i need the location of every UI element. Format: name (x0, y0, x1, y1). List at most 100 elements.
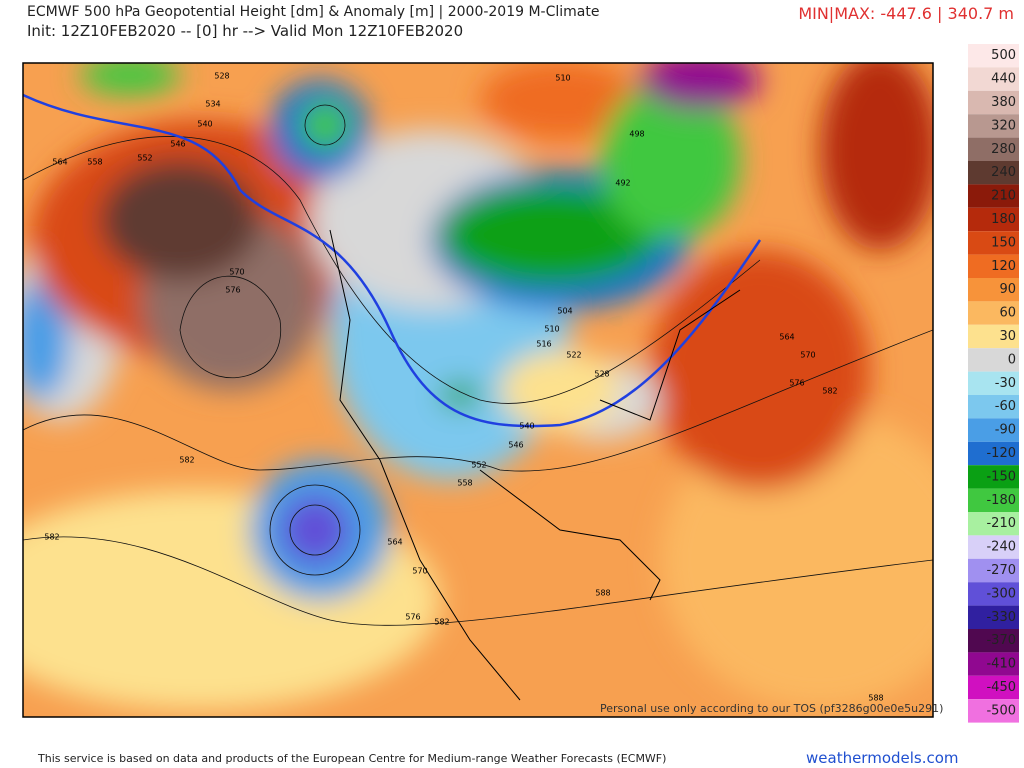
contour-label: 510 (555, 74, 570, 83)
contour-label: 540 (519, 422, 534, 431)
contour-label: 582 (179, 456, 194, 465)
colorbar-swatch (968, 395, 1019, 419)
colorbar-swatch (968, 629, 1019, 653)
colorbar-label: -120 (986, 446, 1016, 461)
contour-label: 546 (508, 441, 523, 450)
contour-label: 570 (229, 268, 244, 277)
contour-label: 570 (412, 567, 427, 576)
contour-label: 552 (137, 154, 152, 163)
colorbar-label: -240 (986, 540, 1016, 555)
colorbar-swatch (968, 161, 1019, 185)
brand: weathermodels.com (806, 749, 959, 767)
colorbar-swatch (968, 114, 1019, 138)
colorbar-swatch (968, 535, 1019, 559)
colorbar-swatch (968, 675, 1019, 700)
colorbar-label: 180 (991, 212, 1016, 227)
colorbar-label: -410 (986, 657, 1016, 672)
map-title: ECMWF 500 hPa Geopotential Height [dm] &… (27, 4, 600, 20)
colorbar-swatch (968, 652, 1019, 676)
contour-label: 516 (536, 340, 551, 349)
colorbar-swatch (968, 278, 1019, 302)
colorbar-swatch (968, 441, 1019, 466)
colorbar-swatch (968, 44, 1019, 68)
contour-label: 522 (566, 351, 581, 360)
colorbar-label: -450 (986, 680, 1016, 695)
colorbar-label: 440 (991, 72, 1016, 87)
colorbar-label: 240 (991, 165, 1016, 180)
colorbar-swatch (968, 137, 1019, 161)
disclaimer: This service is based on data and produc… (38, 752, 667, 765)
contour-label: 576 (225, 286, 240, 295)
contour-label: 564 (387, 538, 402, 547)
colorbar-label: -30 (995, 376, 1016, 391)
contour-label: 498 (629, 130, 644, 139)
colorbar-swatch (968, 90, 1019, 115)
colorbar-label: 120 (991, 259, 1016, 274)
contour-label: 534 (205, 100, 220, 109)
colorbar-label: -300 (986, 586, 1016, 601)
min-max: MIN|MAX: -447.6 | 340.7 m (798, 4, 1014, 23)
contour-label: 528 (214, 72, 229, 81)
contour-label: 582 (434, 618, 449, 627)
contour-label: 582 (822, 387, 837, 396)
contour-label: 570 (800, 351, 815, 360)
colorbar-label: 60 (999, 306, 1016, 321)
colorbar-swatch (968, 231, 1019, 255)
colorbar-swatch (968, 488, 1019, 512)
contour-label: 564 (779, 333, 794, 342)
contour-label: 582 (44, 533, 59, 542)
colorbar-swatch (968, 558, 1019, 583)
colorbar-label: -270 (986, 563, 1016, 578)
contour-label: 540 (197, 120, 212, 129)
contour-label: 588 (595, 589, 610, 598)
colorbar-label: -60 (995, 399, 1016, 414)
colorbar-swatch (968, 184, 1019, 208)
colorbar-swatch (968, 301, 1019, 325)
colorbar-swatch (968, 371, 1019, 395)
colorbar-label: 280 (991, 142, 1016, 157)
colorbar-label: -150 (986, 469, 1016, 484)
colorbar-label: -500 (986, 703, 1016, 718)
colorbar-swatch (968, 348, 1019, 372)
colorbar-swatch (968, 582, 1019, 606)
colorbar-swatch (968, 207, 1019, 232)
colorbar-label: -330 (986, 610, 1016, 625)
colorbar-swatch (968, 605, 1019, 629)
contour-label: 510 (544, 325, 559, 334)
colorbar-label: 380 (991, 95, 1016, 110)
watermark: Personal use only according to our TOS (… (600, 702, 944, 715)
colorbar-label: -370 (986, 633, 1016, 648)
contour-label: 528 (594, 370, 609, 379)
colorbar-label: 320 (991, 118, 1016, 133)
contour-label: 558 (457, 479, 472, 488)
colorbar-swatch (968, 512, 1019, 536)
colorbar-label: 0 (1008, 352, 1016, 367)
colorbar-label: -90 (995, 423, 1016, 438)
colorbar-label: 30 (999, 329, 1016, 344)
init-time: Init: 12Z10FEB2020 -- [0] hr --> Valid M… (27, 22, 464, 40)
contour-label: 552 (471, 461, 486, 470)
anomaly-field (23, 63, 933, 717)
colorbar-swatch (968, 254, 1019, 278)
contour-label: 564 (52, 158, 67, 167)
contour-label: 558 (87, 158, 102, 167)
colorbar-label: 150 (991, 235, 1016, 250)
contour-label: 492 (615, 179, 630, 188)
contour-label: 576 (789, 379, 804, 388)
contour-label: 576 (405, 613, 420, 622)
contour-label: 588 (868, 694, 883, 703)
colorbar-swatch (968, 699, 1019, 723)
colorbar-label: 90 (999, 282, 1016, 297)
colorbar-label: -210 (986, 516, 1016, 531)
colorbar-label: -180 (986, 493, 1016, 508)
colorbar-swatch (968, 465, 1019, 489)
colorbar-swatch (968, 418, 1019, 442)
colorbar-label: 500 (991, 48, 1016, 63)
contour-label: 546 (170, 140, 185, 149)
contour-label: 504 (557, 307, 572, 316)
map-frame (22, 62, 934, 718)
colorbar-swatch (968, 324, 1019, 349)
colorbar-swatch (968, 67, 1019, 91)
